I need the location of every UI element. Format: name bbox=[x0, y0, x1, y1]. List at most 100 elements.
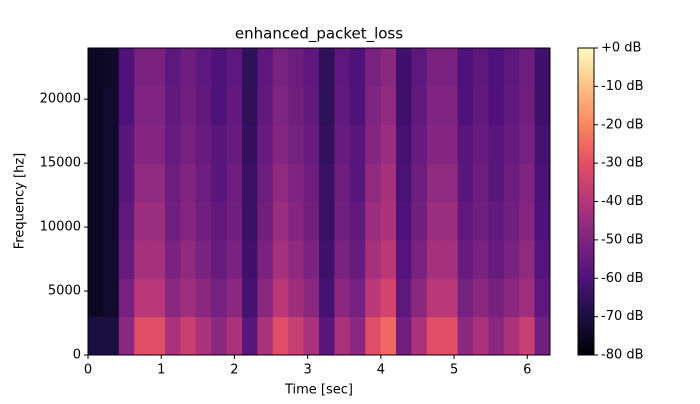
heatmap-cell bbox=[165, 124, 181, 164]
heatmap-cell bbox=[334, 239, 351, 279]
heatmap-cell bbox=[488, 124, 505, 164]
heatmap-cell bbox=[103, 278, 120, 318]
heatmap-cell bbox=[165, 163, 181, 202]
heatmap-cell bbox=[426, 239, 443, 279]
heatmap-cell bbox=[272, 239, 289, 279]
heatmap-cell bbox=[88, 201, 104, 241]
heatmap-cell bbox=[303, 278, 320, 318]
heatmap-cell bbox=[365, 201, 382, 241]
colorbar-tick-label: -20 dB bbox=[601, 117, 644, 132]
heatmap-cell bbox=[242, 124, 258, 164]
heatmap-cell bbox=[365, 124, 382, 164]
heatmap-cell bbox=[534, 48, 551, 87]
heatmap-cell bbox=[319, 124, 335, 164]
heatmap-cell bbox=[165, 239, 181, 279]
heatmap-cell bbox=[534, 86, 551, 126]
heatmap-cell bbox=[534, 316, 551, 356]
chart-title: enhanced_packet_loss bbox=[235, 25, 403, 44]
heatmap-cell bbox=[149, 163, 166, 202]
x-tick-label: 2 bbox=[230, 363, 238, 378]
heatmap-cell bbox=[503, 278, 520, 318]
heatmap-cell bbox=[426, 163, 443, 202]
heatmap-cell bbox=[242, 278, 258, 318]
heatmap-cell bbox=[457, 163, 474, 202]
y-tick-label: 0 bbox=[73, 348, 81, 363]
heatmap-cell bbox=[272, 278, 289, 318]
heatmap-cell bbox=[134, 239, 151, 279]
heatmap-cell bbox=[488, 316, 505, 356]
heatmap-cell bbox=[180, 86, 197, 126]
heatmap-cell bbox=[534, 201, 551, 241]
heatmap-cell bbox=[134, 163, 151, 202]
colorbar-tick-label: -60 dB bbox=[601, 271, 644, 286]
heatmap-cell bbox=[396, 48, 412, 87]
heatmap-cell bbox=[195, 124, 212, 164]
heatmap-cell bbox=[303, 124, 320, 164]
y-tick-label: 5000 bbox=[48, 284, 81, 299]
colorbar bbox=[577, 47, 595, 356]
heatmap-cell bbox=[118, 239, 135, 279]
heatmap-cell bbox=[211, 86, 228, 126]
heatmap-cell bbox=[88, 86, 104, 126]
heatmap-cell bbox=[272, 86, 289, 126]
heatmap-cell bbox=[519, 163, 536, 202]
heatmap-cell bbox=[457, 86, 474, 126]
heatmap-cell bbox=[180, 239, 197, 279]
colorbar-tick-label: -70 dB bbox=[601, 309, 644, 324]
heatmap-cell bbox=[195, 201, 212, 241]
heatmap-cell bbox=[319, 239, 335, 279]
heatmap-cell bbox=[503, 316, 520, 356]
heatmap-cell bbox=[257, 278, 274, 318]
heatmap-cell bbox=[503, 163, 520, 202]
heatmap-cell bbox=[288, 201, 305, 241]
heatmap-cell bbox=[103, 163, 120, 202]
heatmap-cell bbox=[380, 163, 397, 202]
heatmap-cell bbox=[396, 316, 412, 356]
heatmap-cell bbox=[426, 86, 443, 126]
heatmap-cell bbox=[211, 239, 228, 279]
x-axis-label: Time [sec] bbox=[284, 383, 353, 398]
heatmap-cell bbox=[149, 316, 166, 356]
heatmap-cell bbox=[103, 239, 120, 279]
heatmap-cell bbox=[442, 278, 459, 318]
heatmap-cell bbox=[149, 239, 166, 279]
heatmap-cell bbox=[319, 201, 335, 241]
colorbar-tick-label: -10 dB bbox=[601, 79, 644, 94]
heatmap-cell bbox=[195, 278, 212, 318]
heatmap-cell bbox=[519, 86, 536, 126]
heatmap-cell bbox=[426, 316, 443, 356]
heatmap-cell bbox=[365, 48, 382, 87]
heatmap-cell bbox=[411, 163, 428, 202]
heatmap-cell bbox=[503, 124, 520, 164]
heatmap-cell bbox=[149, 48, 166, 87]
y-tick-label: 10000 bbox=[40, 220, 81, 235]
heatmap-cell bbox=[380, 86, 397, 126]
heatmap-cell bbox=[380, 124, 397, 164]
heatmap-cell bbox=[103, 86, 120, 126]
heatmap-cell bbox=[349, 201, 366, 241]
heatmap-cell bbox=[442, 86, 459, 126]
heatmap-cell bbox=[288, 163, 305, 202]
heatmap-cell bbox=[519, 316, 536, 356]
heatmap-cell bbox=[503, 86, 520, 126]
heatmap-cell bbox=[211, 316, 228, 356]
y-axis-label: Frequency [hz] bbox=[13, 153, 28, 250]
heatmap-cell bbox=[349, 48, 366, 87]
heatmap-cell bbox=[457, 278, 474, 318]
heatmap-cell bbox=[503, 239, 520, 279]
heatmap-cell bbox=[349, 163, 366, 202]
heatmap-cell bbox=[180, 124, 197, 164]
heatmap-cell bbox=[442, 239, 459, 279]
x-tick-label: 3 bbox=[304, 363, 312, 378]
heatmap-cell bbox=[503, 201, 520, 241]
heatmap-cell bbox=[303, 201, 320, 241]
heatmap-cell bbox=[165, 278, 181, 318]
heatmap-cell bbox=[411, 48, 428, 87]
heatmap-cell bbox=[118, 86, 135, 126]
heatmap-cell bbox=[488, 278, 505, 318]
heatmap-cell bbox=[288, 86, 305, 126]
heatmap-cell bbox=[288, 48, 305, 87]
heatmap-cell bbox=[319, 316, 335, 356]
heatmap-cell bbox=[88, 124, 104, 164]
heatmap-cell bbox=[334, 86, 351, 126]
